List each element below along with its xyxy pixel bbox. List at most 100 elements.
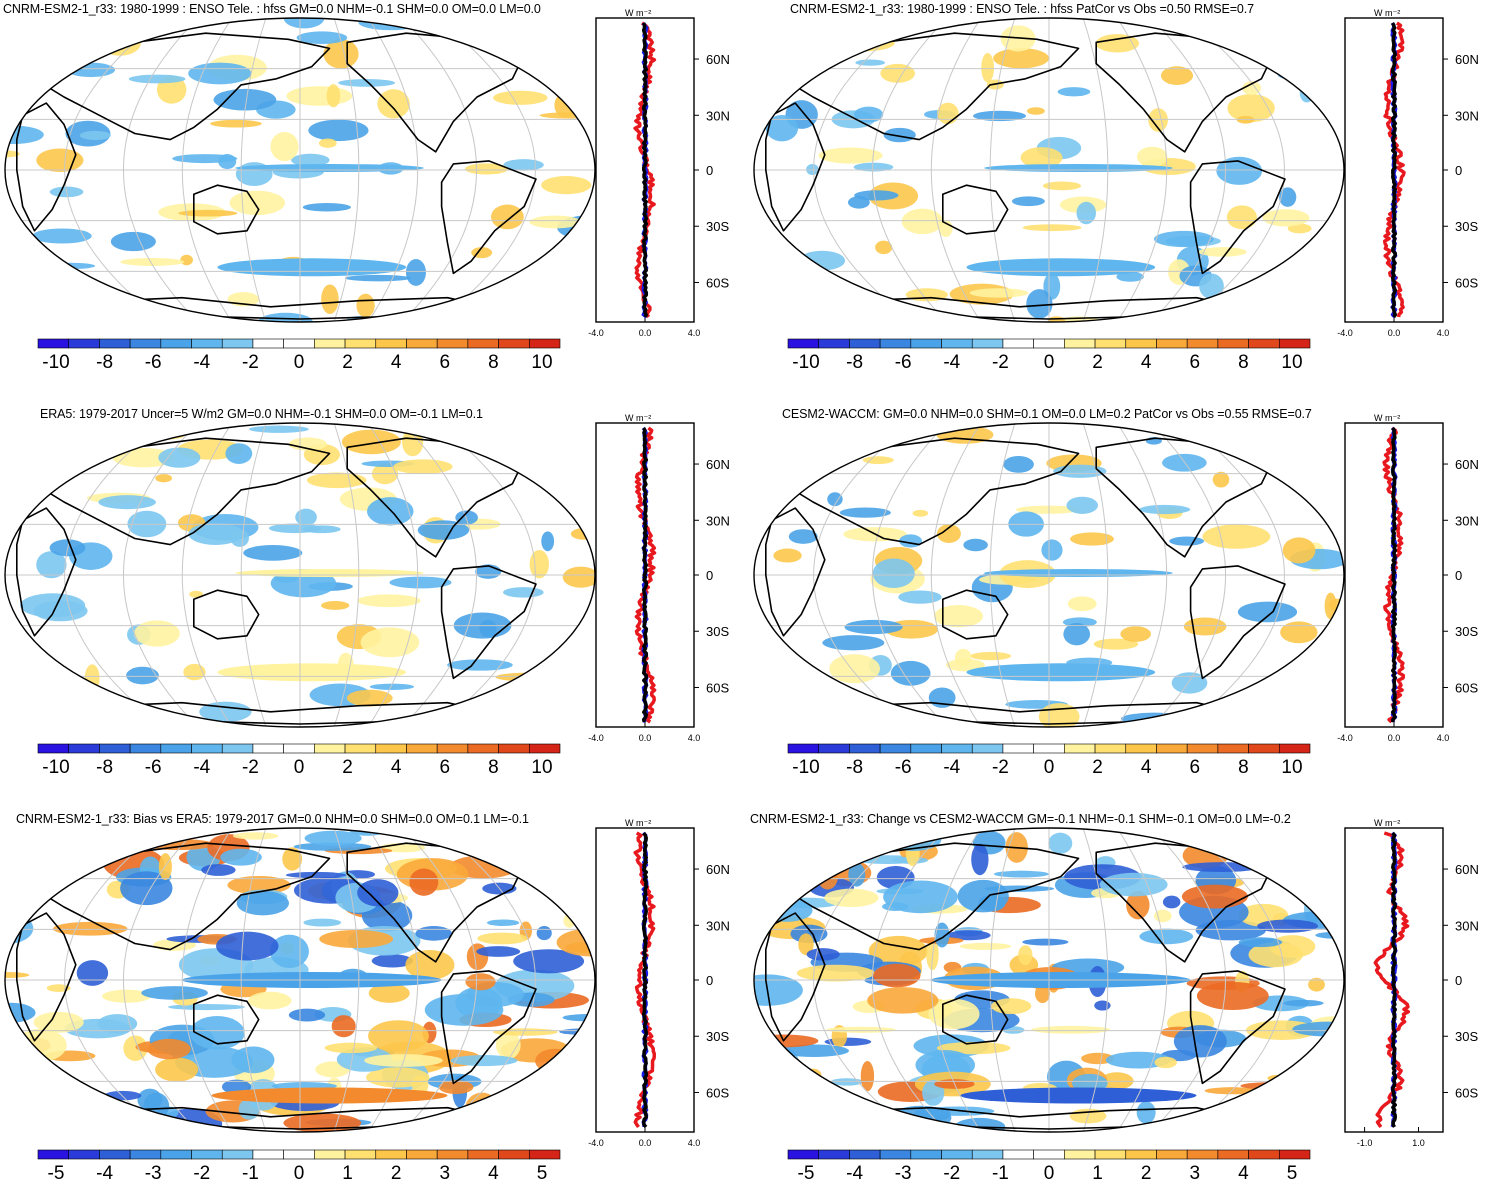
colorbar-label: 0 bbox=[1043, 352, 1055, 373]
colorbar-label: 2 bbox=[390, 1163, 402, 1184]
meridian-line bbox=[989, 423, 1016, 727]
anomaly-region bbox=[409, 868, 439, 896]
anomaly-region bbox=[890, 660, 931, 686]
anomaly-region bbox=[1258, 836, 1321, 851]
anomaly-region bbox=[1182, 862, 1262, 872]
colorbar-swatch bbox=[344, 743, 377, 754]
anomaly-region bbox=[268, 523, 322, 534]
colorbar-swatch bbox=[498, 338, 530, 349]
meridian-line bbox=[813, 18, 914, 322]
anomaly-region bbox=[1093, 638, 1139, 650]
colorbar-swatch bbox=[160, 1149, 192, 1160]
lat-tick-label: 60S bbox=[1455, 680, 1478, 695]
anomaly-region bbox=[308, 119, 369, 142]
anomaly-region bbox=[863, 305, 915, 322]
meridian-line bbox=[813, 423, 914, 727]
anomaly-region bbox=[1063, 622, 1091, 646]
anomaly-region bbox=[1047, 316, 1066, 322]
coastline bbox=[782, 437, 1080, 546]
profile-unit-label: W m⁻² bbox=[625, 413, 651, 423]
colorbar-swatch bbox=[314, 743, 346, 754]
anomaly-region bbox=[120, 257, 185, 266]
anomaly-region bbox=[344, 274, 412, 282]
anomaly-region bbox=[898, 590, 942, 604]
anomaly-region bbox=[321, 284, 339, 314]
x-tick-label: -4.0 bbox=[588, 328, 604, 338]
anomaly-region bbox=[780, 1113, 844, 1132]
anomaly-region bbox=[754, 634, 767, 653]
anomaly-region bbox=[20, 593, 86, 618]
anomaly-region bbox=[1262, 209, 1310, 227]
world-map bbox=[753, 827, 1345, 1133]
colorbar-swatch bbox=[1002, 743, 1034, 754]
coastline bbox=[1189, 160, 1286, 275]
colorbar-label: -5 bbox=[797, 1163, 815, 1184]
anomaly-region bbox=[529, 549, 549, 579]
coastline bbox=[16, 102, 77, 232]
anomaly-region bbox=[1261, 423, 1299, 433]
anomaly-region bbox=[541, 176, 592, 195]
coastline bbox=[33, 32, 331, 141]
profile-black-line bbox=[1390, 831, 1398, 1128]
colorbar-label: -2 bbox=[991, 757, 1009, 778]
colorbar-label: 8 bbox=[1238, 757, 1249, 778]
anomaly-region bbox=[356, 293, 375, 318]
anomaly-region bbox=[984, 569, 1173, 577]
anomaly-region bbox=[1280, 621, 1318, 644]
anomaly-region bbox=[971, 843, 989, 876]
coastline bbox=[782, 842, 1080, 951]
anomaly-region bbox=[809, 828, 838, 848]
colorbar-label: -4 bbox=[943, 352, 961, 373]
colorbar-swatch bbox=[1248, 743, 1280, 754]
anomaly-region bbox=[377, 89, 410, 119]
meridian-line bbox=[871, 828, 948, 1132]
anomaly-region bbox=[229, 190, 286, 216]
anomaly-region bbox=[1202, 524, 1271, 549]
anomaly-region bbox=[455, 510, 478, 525]
anomaly-region bbox=[769, 18, 785, 44]
profile-unit-label: W m⁻² bbox=[1374, 8, 1400, 18]
lat-tick-label: 30S bbox=[1455, 219, 1478, 234]
colorbar-swatch bbox=[1094, 743, 1127, 754]
anomaly-region bbox=[5, 29, 63, 39]
anomaly-region bbox=[1227, 94, 1275, 123]
coastline bbox=[942, 994, 1009, 1045]
colorbar-swatch bbox=[467, 743, 499, 754]
anomaly-region bbox=[1309, 1084, 1344, 1107]
anomaly-region bbox=[1120, 626, 1151, 642]
anomaly-region bbox=[1238, 937, 1283, 948]
anomaly-region bbox=[1153, 230, 1214, 248]
anomaly-region bbox=[1282, 537, 1316, 564]
anomaly-region bbox=[806, 948, 840, 961]
colorbar-swatch bbox=[528, 338, 561, 349]
anomaly-region bbox=[1057, 87, 1091, 97]
anomaly-region bbox=[1240, 1082, 1307, 1090]
coastline bbox=[440, 565, 537, 680]
profile-unit-label: W m⁻² bbox=[1374, 818, 1400, 828]
anomaly-region bbox=[1099, 872, 1168, 897]
anomaly-region bbox=[541, 531, 555, 552]
panel-title: CESM2-WACCM: GM=0.0 NHM=0.0 SHM=0.1 OM=0… bbox=[782, 407, 1312, 421]
zonal-mean-profile: W m⁻² 60N 30N 0 30S 60S -4.0 0.0 4.0 bbox=[1337, 413, 1479, 743]
anomaly-region bbox=[120, 871, 173, 906]
anomaly-region bbox=[304, 830, 362, 846]
lat-tick-label: 30S bbox=[706, 624, 729, 639]
colorbar-label: 3 bbox=[1189, 1163, 1201, 1184]
meridian-line bbox=[1150, 828, 1227, 1132]
colorbar-swatch bbox=[1125, 743, 1157, 754]
anomaly-region bbox=[8, 1070, 30, 1079]
anomaly-region bbox=[323, 39, 359, 69]
colorbar-label: 6 bbox=[439, 757, 451, 778]
colorbar-swatch bbox=[314, 1149, 346, 1160]
anomaly-region bbox=[360, 627, 420, 658]
anomaly-region bbox=[806, 163, 819, 175]
coastline bbox=[33, 842, 331, 951]
anomaly-region bbox=[1316, 1062, 1340, 1070]
anomaly-region bbox=[357, 594, 421, 608]
anomaly-region bbox=[966, 258, 1156, 277]
anomaly-region bbox=[778, 1044, 849, 1058]
anomaly-region bbox=[1126, 890, 1150, 920]
anomaly-region bbox=[536, 926, 552, 941]
anomaly-region bbox=[901, 208, 944, 235]
colorbar-swatch bbox=[406, 1149, 438, 1160]
